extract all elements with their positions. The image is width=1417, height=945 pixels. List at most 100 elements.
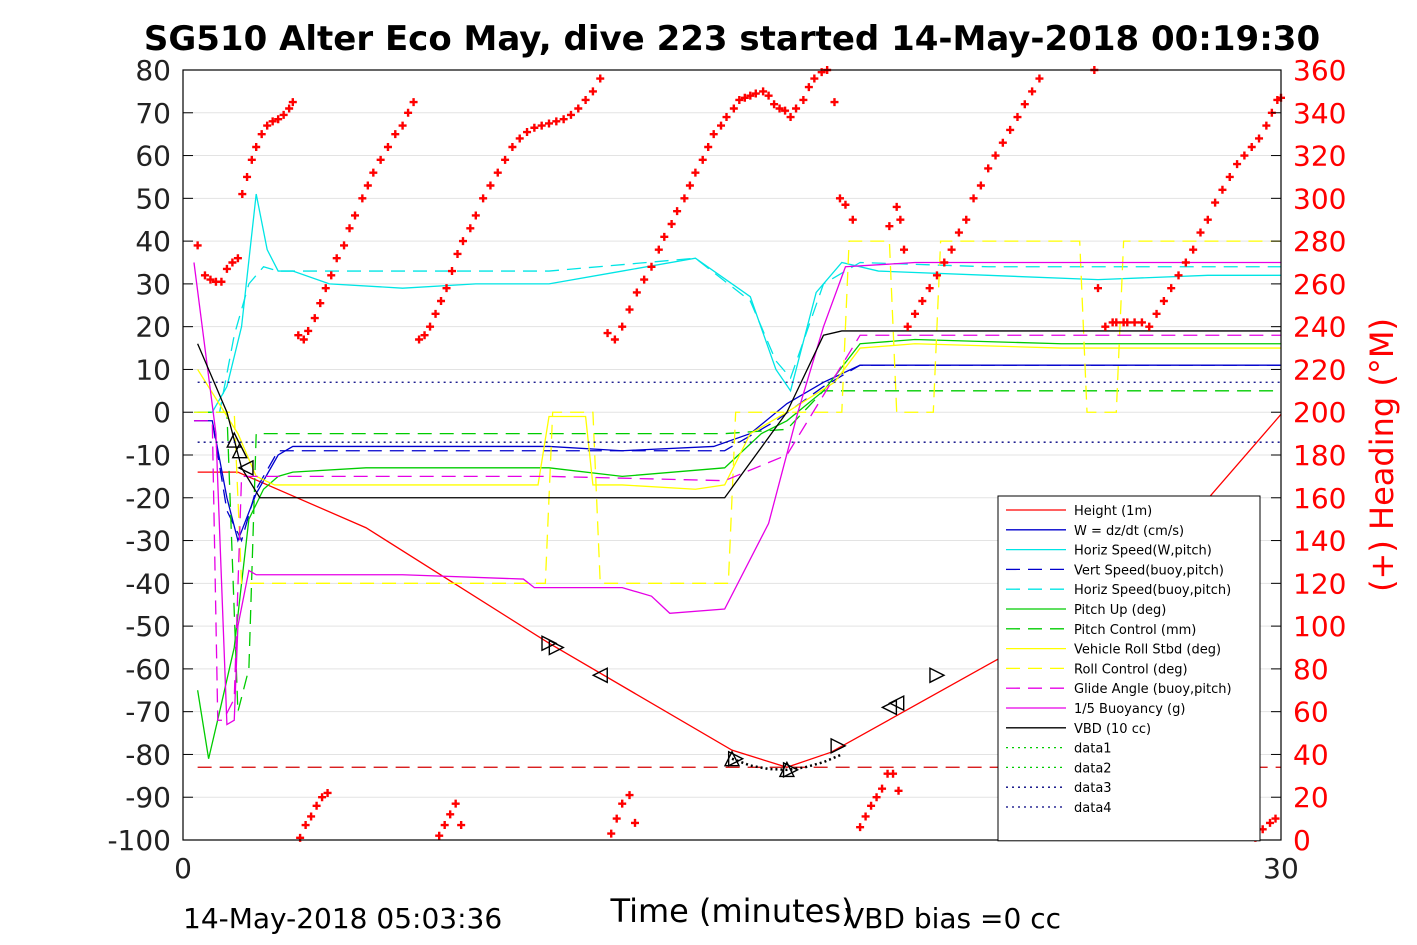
left-tick-label: 10 — [135, 353, 171, 386]
legend-label: Roll Control (deg) — [1074, 662, 1188, 677]
heading-point — [775, 104, 784, 113]
heading-point — [704, 143, 713, 151]
right-tick-label: 20 — [1293, 781, 1329, 814]
left-tick-label: -20 — [125, 482, 171, 515]
heading-point — [810, 74, 819, 83]
right-tick-label: 160 — [1293, 482, 1346, 515]
heading-point — [984, 164, 993, 173]
legend-label: Pitch Control (mm) — [1074, 623, 1196, 638]
heading-point — [861, 812, 870, 821]
heading-point — [892, 202, 901, 211]
left-tick-label: -40 — [125, 567, 171, 600]
heading-point — [193, 241, 202, 250]
x-axis: 0 30 — [174, 830, 1299, 885]
chart-title: SG510 Alter Eco May, dive 223 started 14… — [144, 19, 1320, 59]
heading-point — [947, 245, 956, 254]
heading-point — [574, 104, 583, 113]
heading-point — [323, 788, 332, 797]
right-tick-label: 80 — [1293, 653, 1329, 686]
heading-point — [618, 799, 627, 808]
heading-point — [340, 241, 349, 250]
heading-point — [1174, 271, 1183, 280]
heading-point — [1167, 284, 1176, 293]
right-tick-label: 180 — [1293, 439, 1346, 472]
heading-point — [508, 143, 517, 151]
left-tick-label: 60 — [135, 140, 171, 173]
heading-point — [792, 104, 801, 113]
heading-point — [451, 799, 460, 808]
right-tick-label: 340 — [1293, 97, 1346, 130]
legend-label: 1/5 Buoyancy (g) — [1074, 702, 1185, 717]
heading-point — [896, 215, 905, 224]
left-tick-label: -70 — [125, 696, 171, 729]
legend-label: Glide Angle (buoy,pitch) — [1074, 682, 1232, 697]
left-y-axis: 80 70 60 50 40 30 20 10 0 -10 -20 -30 -40 -50 -60 -70 -8… — [107, 54, 193, 857]
heading-point — [446, 810, 455, 819]
heading-point — [442, 284, 451, 293]
event-marker — [727, 750, 745, 767]
heading-point — [799, 95, 808, 104]
heading-point — [680, 194, 689, 203]
heading-point — [667, 220, 676, 228]
heading-point — [632, 288, 641, 297]
heading-point — [294, 331, 303, 340]
heading-point — [804, 83, 813, 92]
heading-point — [501, 155, 510, 164]
left-tick-label: 20 — [135, 311, 171, 344]
heading-point — [435, 831, 444, 840]
legend-label: VBD (10 cc) — [1074, 722, 1151, 737]
legend-label: data2 — [1074, 761, 1112, 776]
heading-point — [493, 168, 502, 177]
heading-point — [318, 793, 327, 802]
right-tick-label: 120 — [1293, 567, 1346, 600]
heading-point — [523, 128, 532, 137]
heading-point — [552, 117, 561, 126]
heading-point — [453, 249, 462, 258]
legend-label: W = dz/dt (cm/s) — [1074, 524, 1184, 539]
heading-point — [1094, 284, 1102, 293]
footer-vbd-bias: VBD bias =0 cc — [845, 902, 1061, 935]
heading-point — [515, 134, 524, 143]
heading-point — [437, 297, 446, 305]
heading-point — [830, 98, 839, 107]
heading-point — [841, 200, 850, 209]
left-tick-label: 80 — [135, 54, 171, 87]
heading-point — [369, 168, 378, 177]
heading-point — [222, 264, 231, 273]
heading-point — [1247, 143, 1256, 151]
heading-point — [878, 784, 887, 793]
heading-point — [420, 331, 429, 340]
heading-point — [307, 812, 316, 821]
heading-point — [545, 119, 553, 128]
heading-point — [925, 284, 934, 293]
legend-label: data1 — [1074, 742, 1112, 757]
heading-point — [321, 284, 330, 293]
heading-point — [274, 115, 283, 124]
right-tick-label: 200 — [1293, 396, 1346, 429]
heading-point — [940, 258, 949, 267]
heading-point — [654, 245, 663, 254]
series-group — [193, 193, 1282, 772]
heading-point — [1123, 318, 1132, 327]
legend-label: data3 — [1074, 781, 1112, 796]
heading-point — [911, 309, 919, 318]
heading-point — [299, 335, 308, 344]
heading-point — [1240, 151, 1249, 160]
heading-point — [717, 121, 726, 130]
heading-point — [625, 791, 634, 800]
heading-point — [471, 211, 480, 220]
heading-point — [1181, 258, 1190, 267]
event-marker — [237, 459, 254, 476]
heading-point — [1137, 318, 1146, 327]
right-y-axis-label: (+) Heading (°M) — [1363, 318, 1401, 592]
footer-timestamp: 14-May-2018 05:03:36 — [183, 902, 502, 935]
heading-point — [610, 335, 619, 344]
series-line — [193, 364, 1281, 543]
heading-point — [735, 95, 744, 104]
marker-group — [226, 431, 946, 778]
right-tick-label: 320 — [1293, 140, 1346, 173]
heading-point — [848, 215, 857, 224]
x-tick-label: 0 — [174, 852, 192, 885]
event-marker — [226, 431, 243, 448]
right-tick-label: 40 — [1293, 738, 1329, 771]
